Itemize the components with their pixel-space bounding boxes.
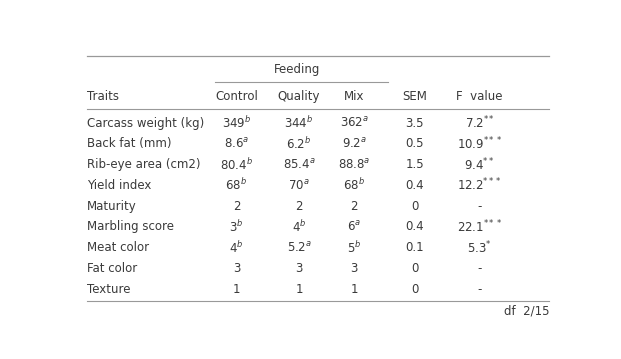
Text: 12.2$^{***}$: 12.2$^{***}$ [457, 177, 502, 194]
Text: Fat color: Fat color [87, 262, 137, 275]
Text: 1: 1 [233, 283, 240, 295]
Text: 3: 3 [351, 262, 358, 275]
Text: 0: 0 [411, 262, 418, 275]
Text: 0.4: 0.4 [406, 179, 424, 192]
Text: 6.2$^{b}$: 6.2$^{b}$ [286, 136, 312, 152]
Text: 6$^{a}$: 6$^{a}$ [347, 220, 361, 234]
Text: 68$^{b}$: 68$^{b}$ [225, 177, 247, 194]
Text: 2: 2 [351, 200, 358, 213]
Text: 3$^{b}$: 3$^{b}$ [229, 219, 243, 235]
Text: 344$^{b}$: 344$^{b}$ [284, 115, 314, 131]
Text: -: - [478, 283, 482, 295]
Text: -: - [478, 262, 482, 275]
Text: Feeding: Feeding [273, 63, 320, 76]
Text: 1: 1 [351, 283, 358, 295]
Text: 5.2$^{a}$: 5.2$^{a}$ [287, 241, 311, 255]
Text: 1: 1 [295, 283, 303, 295]
Text: 80.4$^{b}$: 80.4$^{b}$ [220, 157, 253, 173]
Text: 4$^{b}$: 4$^{b}$ [292, 219, 306, 235]
Text: 7.2$^{**}$: 7.2$^{**}$ [465, 115, 494, 131]
Text: F  value: F value [456, 90, 503, 103]
Text: Mix: Mix [344, 90, 365, 103]
Text: SEM: SEM [402, 90, 427, 103]
Text: -: - [478, 200, 482, 213]
Text: 349$^{b}$: 349$^{b}$ [222, 115, 251, 131]
Text: 9.4$^{**}$: 9.4$^{**}$ [465, 157, 495, 173]
Text: 2: 2 [233, 200, 240, 213]
Text: Meat color: Meat color [87, 241, 150, 254]
Text: Yield index: Yield index [87, 179, 152, 192]
Text: 362$^{a}$: 362$^{a}$ [340, 116, 369, 130]
Text: 4$^{b}$: 4$^{b}$ [229, 240, 243, 256]
Text: 68$^{b}$: 68$^{b}$ [343, 177, 365, 194]
Text: 3: 3 [233, 262, 240, 275]
Text: Texture: Texture [87, 283, 131, 295]
Text: 3: 3 [296, 262, 302, 275]
Text: 0.1: 0.1 [406, 241, 424, 254]
Text: 22.1$^{***}$: 22.1$^{***}$ [457, 219, 502, 235]
Text: 1.5: 1.5 [406, 158, 424, 171]
Text: 88.8$^{a}$: 88.8$^{a}$ [338, 158, 371, 172]
Text: 5.3$^{*}$: 5.3$^{*}$ [467, 239, 492, 256]
Text: 3.5: 3.5 [406, 117, 424, 130]
Text: 5$^{b}$: 5$^{b}$ [347, 240, 361, 256]
Text: 0.4: 0.4 [406, 220, 424, 233]
Text: 2: 2 [295, 200, 303, 213]
Text: 9.2$^{a}$: 9.2$^{a}$ [342, 137, 367, 151]
Text: 85.4$^{a}$: 85.4$^{a}$ [283, 158, 315, 172]
Text: Traits: Traits [87, 90, 119, 103]
Text: Marbling score: Marbling score [87, 220, 175, 233]
Text: df  2/15: df 2/15 [504, 304, 549, 317]
Text: 0: 0 [411, 200, 418, 213]
Text: Rib-eye area (cm2): Rib-eye area (cm2) [87, 158, 201, 171]
Text: 0.5: 0.5 [406, 137, 424, 150]
Text: 10.9$^{***}$: 10.9$^{***}$ [457, 136, 502, 152]
Text: Maturity: Maturity [87, 200, 137, 213]
Text: 8.6$^{a}$: 8.6$^{a}$ [224, 137, 249, 151]
Text: Control: Control [215, 90, 258, 103]
Text: Quality: Quality [278, 90, 320, 103]
Text: Carcass weight (kg): Carcass weight (kg) [87, 117, 204, 130]
Text: 70$^{a}$: 70$^{a}$ [288, 178, 310, 192]
Text: 0: 0 [411, 283, 418, 295]
Text: Back fat (mm): Back fat (mm) [87, 137, 172, 150]
